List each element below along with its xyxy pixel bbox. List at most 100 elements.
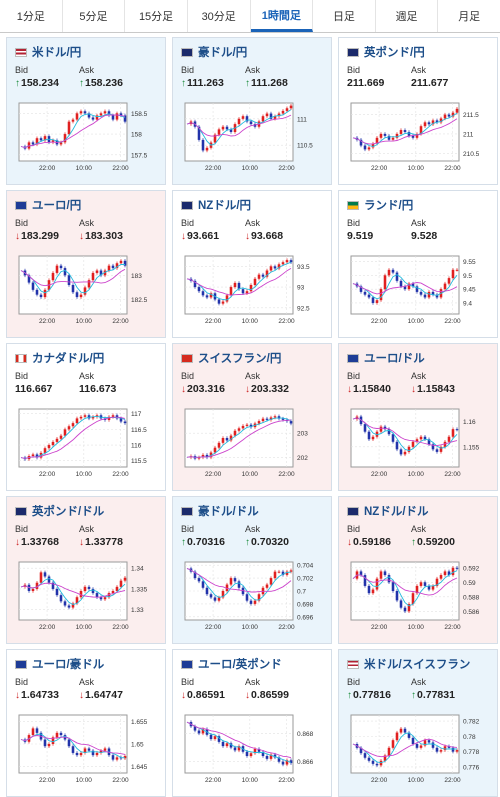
mini-chart[interactable]: 183 182.5 22:00 10:00 22:00 <box>15 253 159 331</box>
rate-card[interactable]: ユーロ/英ポンド Bid Ask ↓ 0.86591 ↓ 0.86599 0.868… <box>172 649 332 797</box>
price-labels: Bid Ask <box>181 677 323 687</box>
mini-chart[interactable]: 211.5 211 210.5 22:00 10:00 22:00 <box>347 100 491 178</box>
currency-pair-name[interactable]: ユーロ/円 <box>32 200 82 212</box>
candle-body <box>79 752 83 756</box>
tab-timeframe-5[interactable]: 日足 <box>313 0 376 32</box>
candle-body <box>217 129 221 135</box>
y-tick-label: 182.5 <box>131 297 148 304</box>
currency-pair-name[interactable]: 米ドル/円 <box>32 47 82 59</box>
y-tick-label: 0.59 <box>463 580 476 587</box>
tab-timeframe-2[interactable]: 15分足 <box>125 0 188 32</box>
rate-card[interactable]: スイスフラン/円 Bid Ask ↓ 203.316 ↓ 203.332 203 20… <box>172 343 332 491</box>
bid-label: Bid <box>181 65 195 75</box>
mini-chart[interactable]: 0.782 0.78 0.778 0.776 22:00 10:00 22:00 <box>347 712 491 790</box>
candle-body <box>197 126 201 140</box>
mini-chart[interactable]: 1.655 1.65 1.645 22:00 10:00 22:00 <box>15 712 159 790</box>
moving-average-long <box>352 574 458 596</box>
ask-price: ↓ 183.303 <box>79 230 123 242</box>
mini-chart[interactable]: 9.55 9.5 9.45 9.4 22:00 10:00 22:00 <box>347 253 491 331</box>
mini-chart[interactable]: 0.704 0.702 0.7 0.698 0.696 22:00 10:00 22:00 <box>181 559 325 637</box>
moving-average-long <box>186 419 292 458</box>
mini-chart[interactable]: 1.34 1.335 1.33 22:00 10:00 22:00 <box>15 559 159 637</box>
candle-body <box>371 436 375 440</box>
currency-pair-name[interactable]: ランド/円 <box>364 200 414 212</box>
candle-body <box>439 118 443 123</box>
x-tick-label: 22:00 <box>444 471 461 478</box>
rate-card[interactable]: 英ポンド/ドル Bid Ask ↓ 1.33768 ↓ 1.33778 1.34 1.… <box>6 496 166 644</box>
candle-body <box>367 431 371 440</box>
rate-card[interactable]: ユーロ/豪ドル Bid Ask ↓ 1.64733 ↓ 1.64747 1.655 1… <box>6 649 166 797</box>
candle-body <box>83 287 87 295</box>
candle-body <box>281 110 285 114</box>
candle-body <box>91 416 95 419</box>
rate-card[interactable]: 米ドル/円 Bid Ask ↑ 158.234 ↑ 158.236 158.5 158… <box>6 37 166 185</box>
candle-body <box>407 604 411 612</box>
rate-card[interactable]: 英ポンド/円 Bid Ask 211.669 211.677 211.5 211 2… <box>338 37 498 185</box>
mini-chart[interactable]: 0.868 0.866 22:00 10:00 22:00 <box>181 712 325 790</box>
bid-price: ↓ 183.299 <box>15 230 59 242</box>
currency-pair-name[interactable]: NZドル/円 <box>198 200 252 212</box>
arrow-up-icon: ↑ <box>411 536 416 548</box>
tab-timeframe-1[interactable]: 5分足 <box>63 0 126 32</box>
candle-body <box>217 299 221 304</box>
rate-card[interactable]: NZドル/円 Bid Ask ↓ 93.661 ↓ 93.668 93.5 93 92.… <box>172 190 332 338</box>
currency-pair-name[interactable]: ユーロ/ドル <box>364 353 425 365</box>
mini-chart[interactable]: 203 202 22:00 10:00 22:00 <box>181 406 325 484</box>
tab-timeframe-3[interactable]: 30分足 <box>188 0 251 32</box>
candle-body <box>87 748 91 751</box>
candle-body <box>79 591 83 598</box>
mini-chart[interactable]: 158.5 158 157.5 22:00 10:00 22:00 <box>15 100 159 178</box>
rate-card[interactable]: 豪ドル/ドル Bid Ask ↑ 0.70316 ↑ 0.70320 0.704 0.… <box>172 496 332 644</box>
currency-pair-name[interactable]: ユーロ/豪ドル <box>32 659 105 671</box>
rate-card[interactable]: カナダドル/円 Bid Ask 116.667 116.673 117 116.5… <box>6 343 166 491</box>
currency-pair-name[interactable]: NZドル/ドル <box>364 506 429 518</box>
card-header: ユーロ/円 <box>15 196 157 214</box>
rate-card[interactable]: 豪ドル/円 Bid Ask ↑ 111.263 ↑ 111.268 111 110.5… <box>172 37 332 185</box>
rate-card[interactable]: ユーロ/円 Bid Ask ↓ 183.299 ↓ 183.303 183 182.5… <box>6 190 166 338</box>
rate-card[interactable]: NZドル/ドル Bid Ask ↓ 0.59186 ↑ 0.59200 0.592 0… <box>338 496 498 644</box>
mini-chart[interactable]: 93.5 93 92.5 22:00 10:00 22:00 <box>181 253 325 331</box>
currency-pair-name[interactable]: 豪ドル/円 <box>198 47 248 59</box>
tab-timeframe-7[interactable]: 月足 <box>458 11 481 23</box>
price-labels: Bid Ask <box>181 218 323 228</box>
mini-chart[interactable]: 0.592 0.59 0.588 0.586 22:00 10:00 22:00 <box>347 559 491 637</box>
candle-body <box>261 418 265 422</box>
candle-body <box>281 761 285 765</box>
candle-body <box>55 732 59 738</box>
candle-body <box>379 133 383 138</box>
candle-body <box>359 571 363 576</box>
mini-chart[interactable]: 117 116.5 116 115.5 22:00 10:00 22:00 <box>15 406 159 484</box>
candle-body <box>443 746 447 751</box>
tab-timeframe-4[interactable]: 1時間足 <box>250 0 314 32</box>
currency-pair-name[interactable]: 豪ドル/ドル <box>198 506 259 518</box>
currency-pair-name[interactable]: カナダドル/円 <box>32 353 105 365</box>
rate-card[interactable]: ランド/円 Bid Ask 9.519 9.528 9.55 9.5 9.45 9.4… <box>338 190 498 338</box>
currency-pair-name[interactable]: ユーロ/英ポンド <box>198 659 282 671</box>
candle-body <box>95 593 99 598</box>
tab-timeframe-0[interactable]: 1分足 <box>0 0 63 32</box>
bid-label: Bid <box>15 371 29 381</box>
candle-body <box>99 270 103 276</box>
rate-card[interactable]: ユーロ/ドル Bid Ask ↓ 1.15840 ↓ 1.15843 1.16 1.1… <box>338 343 498 491</box>
timeframe-tabs: 1分足 5分足 15分足 30分足 1時間足 日足 週足 月足 <box>0 0 500 33</box>
currency-pair-name[interactable]: 英ポンド/円 <box>364 47 425 59</box>
ask-price: ↓ 93.668 <box>245 230 284 242</box>
candle-body <box>75 418 79 424</box>
currency-pair-name[interactable]: 米ドル/スイスフラン <box>364 659 471 671</box>
mini-chart[interactable]: 111 110.5 22:00 10:00 22:00 <box>181 100 325 178</box>
mini-chart[interactable]: 1.16 1.155 22:00 10:00 22:00 <box>347 406 491 484</box>
candle-body <box>31 454 35 457</box>
candle-body <box>59 595 63 602</box>
rate-card[interactable]: 米ドル/スイスフラン Bid Ask ↑ 0.77816 ↑ 0.77831 0.7… <box>338 649 498 797</box>
chart-plot-area <box>18 561 128 621</box>
currency-pair-name[interactable]: スイスフラン/円 <box>198 353 282 365</box>
ask-label: Ask <box>79 371 95 381</box>
candle-body <box>79 416 83 419</box>
candle-body <box>289 260 293 263</box>
y-tick-label: 1.155 <box>463 444 480 451</box>
currency-pair-name[interactable]: 英ポンド/ドル <box>32 506 105 518</box>
candle-body <box>431 585 435 590</box>
tab-timeframe-6[interactable]: 週足 <box>376 0 439 32</box>
candle-body <box>63 601 67 606</box>
